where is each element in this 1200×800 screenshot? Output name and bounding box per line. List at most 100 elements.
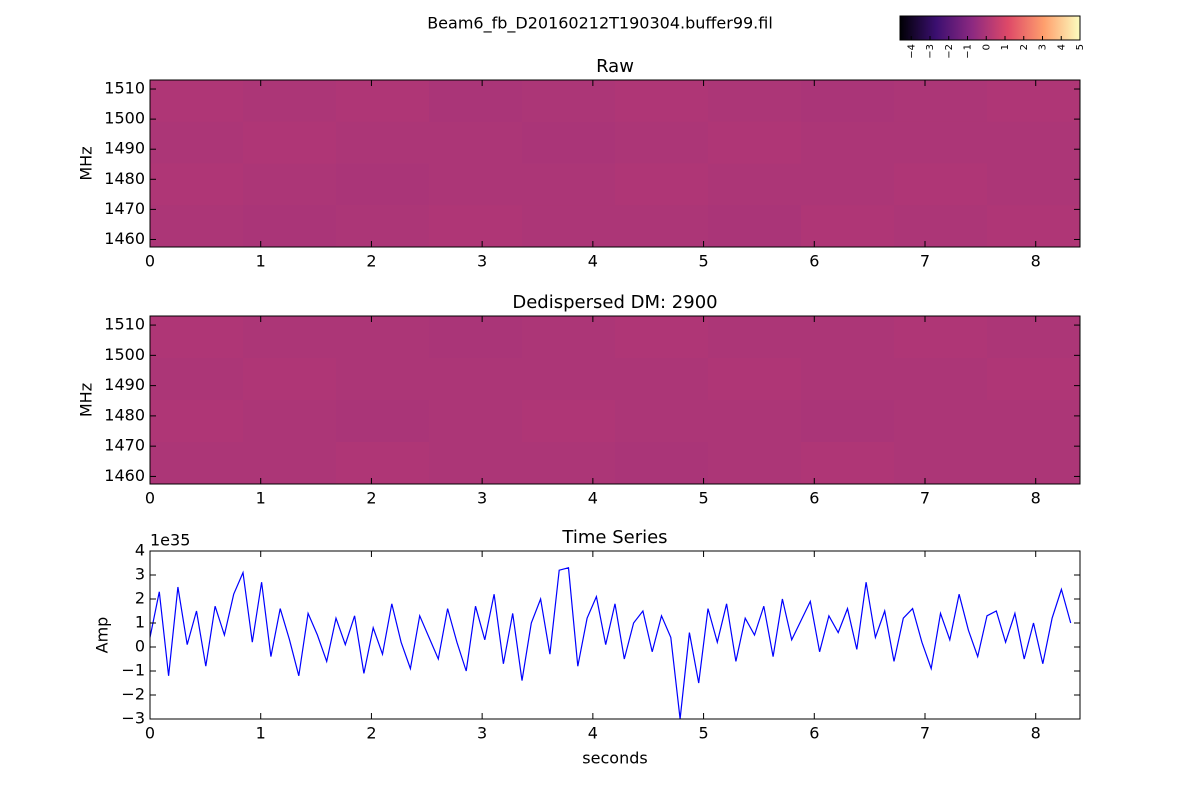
x-tick-label: 3 <box>477 489 487 508</box>
y-tick-label: 1500 <box>104 345 145 364</box>
x-tick-label: 7 <box>920 252 930 271</box>
x-tick-label: 6 <box>809 252 819 271</box>
heatmap-cell <box>150 121 244 164</box>
x-tick-label: 4 <box>588 489 598 508</box>
y-axis-label: Amp <box>93 617 112 654</box>
heatmap-cell <box>336 121 430 164</box>
heatmap-cell <box>243 400 337 443</box>
y-tick-label: 0 <box>135 637 145 656</box>
heatmap-cell <box>522 205 616 248</box>
heatmap-cell <box>429 80 523 123</box>
y-tick-label: 1510 <box>104 315 145 334</box>
x-tick-label: 2 <box>366 724 376 743</box>
heatmap-cell <box>615 316 709 359</box>
heatmap-cell <box>429 121 523 164</box>
heatmap-cell <box>429 205 523 248</box>
x-tick-label: 8 <box>1031 252 1041 271</box>
colorbar-tick-label: −3 <box>925 44 936 59</box>
heatmap-cell <box>894 205 988 248</box>
heatmap-cell <box>615 400 709 443</box>
heatmap-cell <box>243 442 337 485</box>
x-tick-label: 2 <box>366 252 376 271</box>
y-tick-label: 1470 <box>104 199 145 218</box>
heatmap-cell <box>708 400 802 443</box>
x-tick-label: 8 <box>1031 724 1041 743</box>
heatmap-cell <box>336 163 430 206</box>
y-tick-label: −3 <box>121 709 145 728</box>
y-tick-label: 1 <box>135 613 145 632</box>
heatmap-cell <box>615 121 709 164</box>
heatmap-cell <box>243 316 337 359</box>
x-tick-label: 6 <box>809 724 819 743</box>
y-tick-label: 1470 <box>104 436 145 455</box>
heatmap-cell <box>243 121 337 164</box>
x-tick-label: 1 <box>256 724 266 743</box>
x-tick-label: 5 <box>698 724 708 743</box>
colorbar-tick-label: 2 <box>1019 44 1030 50</box>
x-tick-label: 6 <box>809 489 819 508</box>
heatmap-cell <box>336 316 430 359</box>
colorbar-tick-label: 3 <box>1038 44 1049 50</box>
panel-title: Raw <box>596 56 634 77</box>
heatmap-cell <box>801 316 895 359</box>
heatmap-cell <box>615 205 709 248</box>
colorbar-tick-label: −1 <box>963 44 974 59</box>
x-tick-label: 3 <box>477 252 487 271</box>
x-tick-label: 7 <box>920 724 930 743</box>
y-tick-label: 4 <box>135 541 145 560</box>
heatmap-cell <box>801 80 895 123</box>
heatmap-cell <box>987 121 1081 164</box>
heatmap-cell <box>708 163 802 206</box>
y-tick-label: 1460 <box>104 229 145 248</box>
y-tick-label: 1460 <box>104 466 145 485</box>
x-tick-label: 2 <box>366 489 376 508</box>
colorbar-tick-label: −2 <box>944 44 955 59</box>
plot-frame <box>149 315 1081 485</box>
heatmap-cell <box>336 442 430 485</box>
heatmap-cell <box>522 358 616 401</box>
x-tick-label: 5 <box>698 489 708 508</box>
heatmap-cell <box>801 442 895 485</box>
heatmap-cell <box>522 121 616 164</box>
y-tick-label: 1490 <box>104 375 145 394</box>
heatmap-cell <box>894 163 988 206</box>
heatmap-cell <box>987 358 1081 401</box>
colorbar-tick-label: 1 <box>1000 44 1011 50</box>
y-tick-label: 1510 <box>104 79 145 98</box>
heatmap-cell <box>987 80 1081 123</box>
heatmap-cell <box>615 358 709 401</box>
x-tick-label: 0 <box>145 724 155 743</box>
y-axis-label: MHz <box>77 383 96 417</box>
heatmap-cell <box>522 316 616 359</box>
heatmap-cell <box>615 442 709 485</box>
heatmap-cell <box>243 80 337 123</box>
heatmap-cell <box>150 163 244 206</box>
heatmap-cell <box>708 358 802 401</box>
heatmap-cell <box>894 316 988 359</box>
heatmap-cell <box>894 121 988 164</box>
heatmap-cell <box>429 163 523 206</box>
heatmap-cell <box>708 442 802 485</box>
heatmap-cell <box>336 205 430 248</box>
y-tick-label: 1480 <box>104 405 145 424</box>
heatmap-cell <box>336 80 430 123</box>
heatmap-cell <box>708 205 802 248</box>
colorbar-tick-label: 5 <box>1075 44 1086 50</box>
panel-title: Time Series <box>561 527 667 548</box>
colorbar-tick-label: −4 <box>906 44 917 59</box>
colorbar-tick-label: 0 <box>981 44 992 50</box>
line-series <box>149 567 1072 720</box>
heatmap-cell <box>894 442 988 485</box>
panel-title: Dedispersed DM: 2900 <box>512 292 717 313</box>
heatmap-cell <box>615 163 709 206</box>
heatmap-cell <box>150 205 244 248</box>
heatmap-cell <box>150 358 244 401</box>
y-tick-label: 2 <box>135 589 145 608</box>
heatmap-cell <box>522 400 616 443</box>
heatmap-cell <box>150 442 244 485</box>
plot-frame <box>149 79 1081 248</box>
y-tick-label: 1490 <box>104 139 145 158</box>
heatmap-cell <box>150 80 244 123</box>
x-tick-label: 4 <box>588 724 598 743</box>
